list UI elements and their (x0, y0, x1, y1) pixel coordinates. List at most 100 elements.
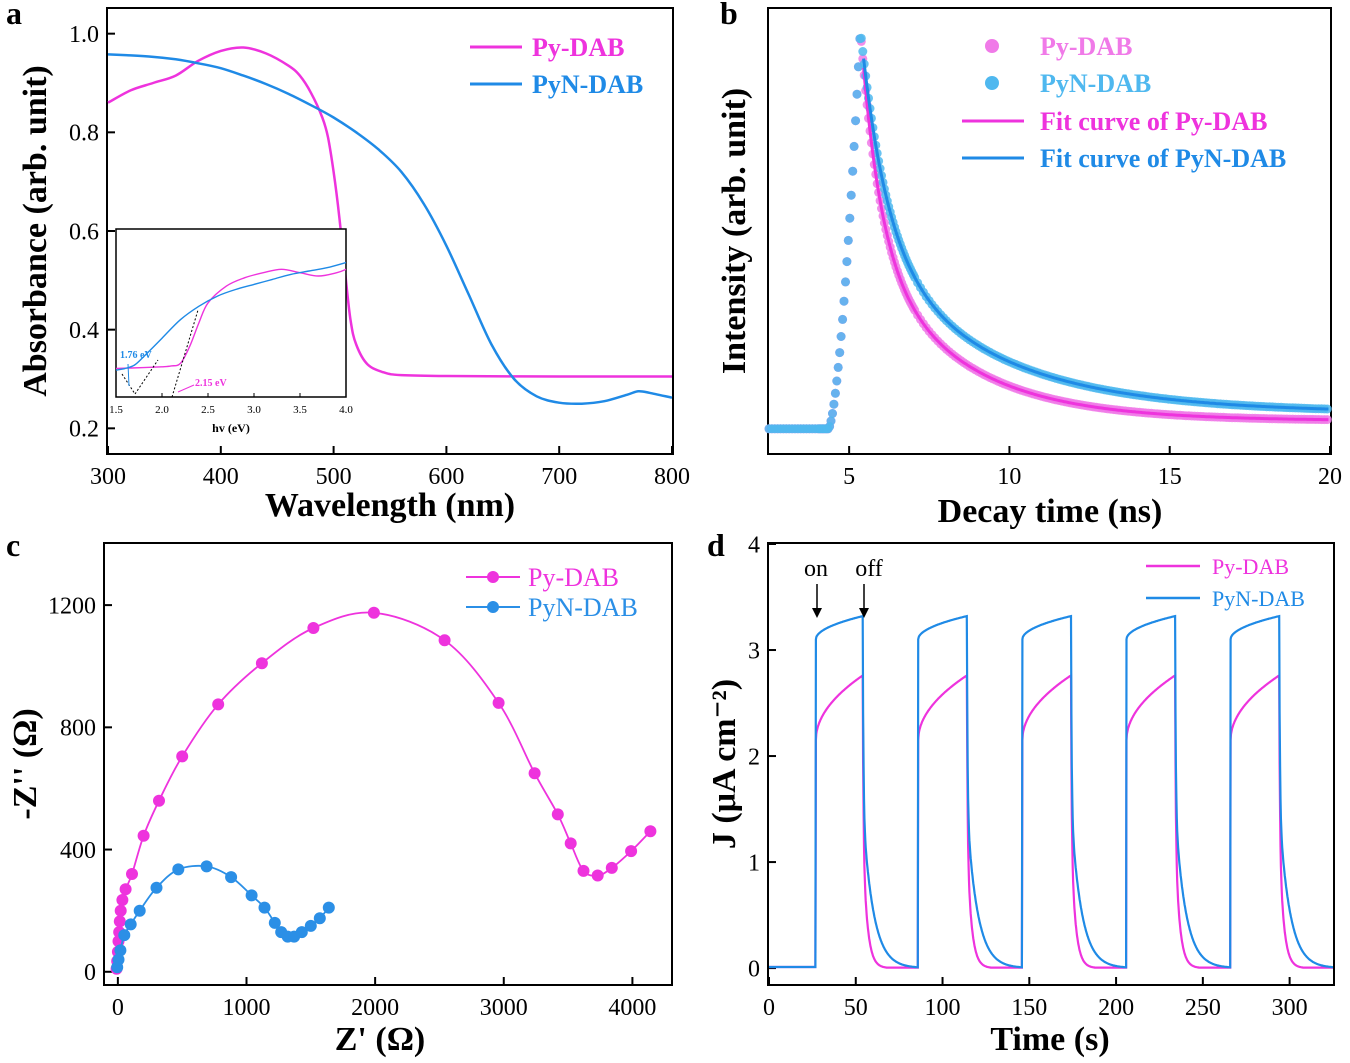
decay-point-pyn-dab (838, 314, 848, 324)
a-xtick-label: 400 (203, 464, 239, 490)
legend-b-swatch-pyn (985, 76, 999, 90)
d-xtick-label: 100 (925, 995, 961, 1021)
panel-a-label: a (6, 0, 22, 31)
legend-c-py: Py-DAB (528, 563, 619, 592)
annotation-on: on (804, 556, 828, 582)
decay-point-pyn-dab (856, 33, 866, 43)
c-xtick-label: 1000 (223, 995, 271, 1021)
a-xtick-label: 700 (541, 464, 577, 490)
eis-point-pyn-dab (245, 889, 258, 902)
d-xtick-label: 300 (1272, 995, 1308, 1021)
decay-point-pyn-dab (842, 257, 852, 267)
decay-point-pyn-dab (848, 166, 858, 176)
eis-point-py-dab (564, 837, 577, 850)
photocurrent-line-py-dab (769, 673, 1333, 969)
legend-c-swatch-py (487, 571, 499, 583)
inset-frame (115, 228, 347, 398)
plot-d-frame (767, 542, 1335, 986)
eis-point-py-dab (176, 750, 189, 763)
inset-x-label: hv (eV) (212, 421, 250, 435)
b-xtick-label: 10 (997, 464, 1021, 490)
decay-point-pyn-dab (833, 362, 843, 372)
legend-d: Py-DAB PyN-DAB (1146, 554, 1305, 611)
panel-d: d 0 50 100 150 200 250 300 0 1 2 3 4 Time (s) J (μ… (706, 527, 1335, 1058)
eis-point-py-dab (113, 915, 126, 928)
eis-point-py-dab (114, 904, 127, 917)
decay-point-pyn-dab (828, 409, 837, 418)
inset-line-py-dab (115, 268, 347, 370)
b-xtick-label: 15 (1158, 464, 1182, 490)
decay-point-pyn-dab (839, 296, 849, 306)
panel-c: c 0 1000 2000 3000 4000 0 400 800 1200 Z' (Ω) -… (6, 527, 673, 1058)
eis-point-py-dab (551, 808, 564, 821)
eis-point-pyn-dab (200, 860, 213, 873)
decay-point-pyn-dab (832, 376, 842, 386)
eis-point-pyn-dab (268, 916, 281, 929)
series-c (110, 606, 657, 975)
inset-line-pyn-dab (115, 261, 347, 371)
eis-point-py-dab (116, 894, 129, 906)
decay-point-pyn-dab (841, 277, 850, 287)
inset-xtick-label: 1.5 (109, 404, 123, 416)
eis-point-pyn-dab (114, 944, 127, 957)
series-line-pyn-dab (107, 53, 673, 406)
d-xtick-label: 200 (1098, 995, 1134, 1021)
eis-point-py-dab (528, 767, 541, 780)
eis-point-pyn-dab (295, 926, 308, 939)
eis-point-pyn-dab (112, 953, 125, 966)
plot-b-frame (767, 7, 1332, 455)
a-ytick-label: 0.8 (69, 121, 99, 147)
a-xtick-label: 600 (428, 464, 464, 490)
y-axis-label-d: J (μA cm⁻²) (706, 679, 743, 849)
a-xtick-label: 800 (654, 464, 690, 490)
eis-point-pyn-dab (124, 918, 137, 931)
decay-point-pyn-dab (830, 388, 840, 398)
eis-point-pyn-dab (133, 904, 146, 917)
inset-xtick-label: 3.5 (293, 404, 307, 416)
annotation-off: off (855, 556, 883, 582)
eis-point-py-dab (126, 868, 138, 880)
decay-point-pyn-dab (851, 116, 861, 126)
eis-point-pyn-dab (313, 912, 326, 925)
decay-point-pyn-dab (829, 399, 839, 409)
a-ytick-label: 0.4 (69, 318, 99, 344)
c-ytick-label: 400 (60, 838, 96, 864)
eis-line-pyn-dab (116, 864, 330, 968)
plot-c-frame (103, 542, 673, 986)
x-ticks-a: 300 400 500 600 700 800 (90, 446, 690, 490)
a-xtick-label: 500 (316, 464, 352, 490)
series-d (769, 614, 1333, 969)
y-ticks-c: 0 400 800 1200 (48, 594, 112, 986)
eis-point-py-dab (153, 794, 165, 807)
d-ytick-label: 0 (748, 956, 760, 982)
panel-d-label: d (707, 527, 725, 563)
eis-point-pyn-dab (150, 881, 163, 894)
arrow-on-head (812, 608, 822, 618)
legend-a-py: Py-DAB (532, 33, 624, 62)
a-xtick-label: 300 (90, 464, 126, 490)
eis-point-pyn-dab (258, 901, 271, 914)
x-axis-label-d: Time (s) (990, 1021, 1109, 1058)
x-ticks-c: 0 1000 2000 3000 4000 (112, 977, 656, 1021)
c-xtick-label: 3000 (480, 995, 528, 1021)
b-xtick-label: 5 (843, 464, 855, 490)
eis-point-py-dab (119, 883, 132, 896)
c-ytick-label: 800 (60, 716, 96, 742)
legend-b-fit-py: Fit curve of Py-DAB (1040, 107, 1267, 136)
legend-a-pyn: PyN-DAB (532, 70, 643, 99)
fit-line-fit-curve-of-pyn-dab (862, 58, 1329, 411)
series-b (764, 33, 1332, 434)
c-xtick-label: 0 (112, 995, 124, 1021)
c-xtick-label: 4000 (608, 995, 656, 1021)
decay-point-pyn-dab (849, 141, 859, 151)
c-ytick-label: 1200 (48, 594, 96, 620)
legend-c: Py-DAB PyN-DAB (466, 563, 638, 622)
eis-point-py-dab (212, 698, 225, 711)
inset-series (115, 261, 347, 371)
eis-point-py-dab (605, 861, 618, 874)
d-xtick-label: 0 (763, 995, 775, 1021)
d-ytick-label: 1 (748, 850, 760, 876)
inset-tangent-py (171, 309, 199, 398)
decay-point-pyn-dab (826, 416, 836, 426)
